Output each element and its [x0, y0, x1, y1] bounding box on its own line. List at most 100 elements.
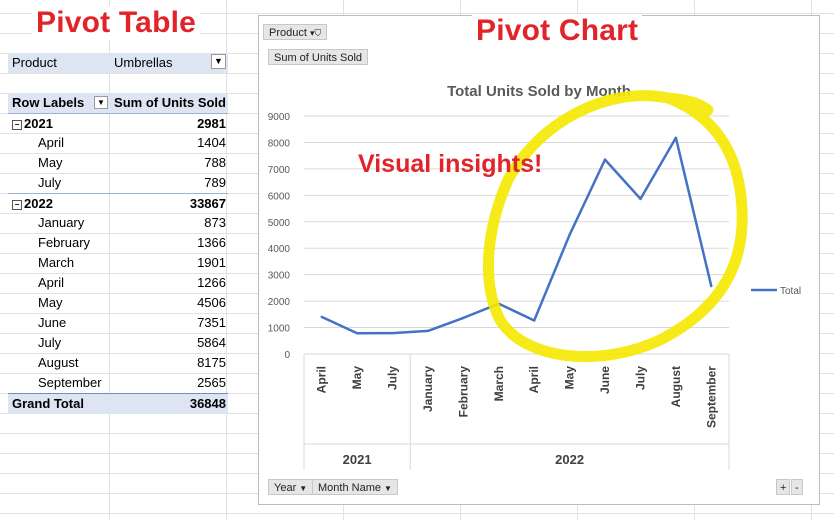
x-tick-label: January [421, 366, 435, 412]
row-value: 4506 [197, 295, 226, 310]
funnel-icon: ▾⛉ [309, 28, 322, 38]
x-tick-label: May [563, 366, 577, 390]
chart-svg: Total Units Sold by Month 0 1000 2000 3000 40… [268, 83, 801, 470]
product-filter-label: Product [269, 27, 307, 39]
x-tick-label: March [492, 366, 506, 401]
row-label: May [38, 155, 63, 170]
y-tick-label: 6000 [268, 191, 291, 202]
pivot-table-heading: Pivot Table [32, 6, 201, 40]
row-label: January [38, 215, 85, 230]
collapse-icon[interactable]: − [12, 199, 22, 210]
legend-label: Total [780, 286, 801, 297]
month-row: September 2565 [8, 373, 228, 393]
grand-total-label: Grand Total [12, 396, 84, 411]
data-point [639, 197, 642, 201]
month-row: March 1901 [8, 253, 228, 273]
data-point [426, 329, 430, 333]
y-tick-label: 5000 [268, 218, 291, 229]
month-row: May 4506 [8, 293, 228, 313]
row-label: April [38, 135, 65, 150]
collapse-icon[interactable]: − [12, 119, 22, 130]
pivot-chart[interactable]: Total Units Sold by Month 0 1000 2000 3000 40… [258, 15, 820, 505]
year-field-label: Year [274, 482, 297, 494]
chevron-down-icon: ▼ [384, 484, 392, 493]
month-row: April 1404 [8, 133, 228, 153]
row-label: August [38, 355, 79, 370]
x-group-label: 2022 [555, 452, 584, 467]
data-point [320, 315, 323, 319]
zoom-plus-button[interactable]: + [776, 479, 791, 495]
data-point [533, 319, 536, 322]
filter-label: Product [12, 55, 57, 70]
data-point [355, 331, 359, 335]
row-labels-dropdown-icon[interactable]: ▼ [94, 96, 108, 109]
month-row: April 1266 [8, 273, 228, 293]
grand-total-value: 36848 [189, 396, 226, 411]
pivot-chart-heading: Pivot Chart [472, 14, 643, 48]
row-value: 8175 [197, 355, 226, 370]
row-label: July [38, 175, 62, 190]
row-label: 2022 [24, 196, 53, 211]
row-value: 33867 [189, 196, 226, 211]
y-tick-label: 1000 [268, 324, 291, 335]
x-tick-label: September [704, 366, 718, 428]
row-value: 788 [204, 155, 226, 170]
row-label: July [38, 335, 62, 350]
month-row: August 8175 [8, 353, 228, 373]
row-value: 1901 [197, 255, 226, 270]
row-label: 2021 [24, 116, 53, 131]
row-value: 873 [204, 215, 226, 230]
x-tick-label: July [386, 366, 400, 390]
y-tick-label: 7000 [268, 165, 291, 176]
month-row: May 788 [8, 153, 228, 173]
month-row: January 873 [8, 213, 228, 233]
y-tick-label: 2000 [268, 297, 291, 308]
y-tick-label: 4000 [268, 244, 291, 255]
row-value: 1366 [197, 235, 226, 250]
data-point [603, 158, 607, 161]
x-tick-label: April [527, 366, 541, 393]
data-point [674, 136, 678, 140]
y-tick-label: 0 [284, 350, 290, 361]
year-row: −2022 33867 [8, 193, 228, 214]
row-label: March [38, 255, 75, 270]
x-tick-label: February [456, 366, 470, 418]
row-label: April [38, 275, 65, 290]
chart-title: Total Units Sold by Month [447, 83, 631, 100]
row-value: 1404 [197, 135, 226, 150]
x-tick-label: August [669, 366, 683, 407]
pivot-header-row: Row Labels Sum of Units Sold [8, 93, 228, 114]
month-row: June 7351 [8, 313, 228, 333]
pivot-filter-row: Product Umbrellas [8, 53, 228, 73]
row-value: 7351 [197, 315, 226, 330]
zoom-minus-button[interactable]: - [791, 479, 803, 495]
year-field-button[interactable]: Year ▼ [268, 479, 314, 495]
filter-dropdown-icon[interactable]: ▼ [211, 54, 226, 69]
row-label: February [38, 235, 91, 250]
filter-value: Umbrellas [114, 55, 173, 70]
row-labels-header: Row Labels [12, 95, 85, 110]
product-filter-button[interactable]: Product ▾⛉ [263, 24, 328, 40]
data-point [568, 233, 571, 237]
data-point [391, 331, 394, 335]
value-field-label: Sum of Units Sold [274, 52, 363, 64]
month-field-label: Month Name [318, 482, 381, 494]
value-field-button[interactable]: Sum of Units Sold [268, 49, 369, 65]
x-tick-label: April [315, 366, 329, 393]
data-point [710, 284, 713, 288]
annotation-text: Visual insights! [358, 150, 543, 178]
row-label: June [38, 315, 67, 330]
data-point [462, 316, 465, 320]
month-row: July 789 [8, 173, 228, 193]
row-value: 2565 [197, 375, 226, 390]
row-label: May [38, 295, 63, 310]
row-value: 5864 [197, 335, 226, 350]
year-row: −2021 2981 [8, 113, 228, 134]
value-header: Sum of Units Sold [114, 95, 226, 110]
row-label: September [38, 375, 102, 390]
x-tick-label: July [633, 366, 647, 390]
month-field-button[interactable]: Month Name ▼ [312, 479, 398, 495]
data-point [497, 302, 500, 305]
y-tick-label: 3000 [268, 271, 291, 282]
y-tick-label: 9000 [268, 112, 291, 123]
